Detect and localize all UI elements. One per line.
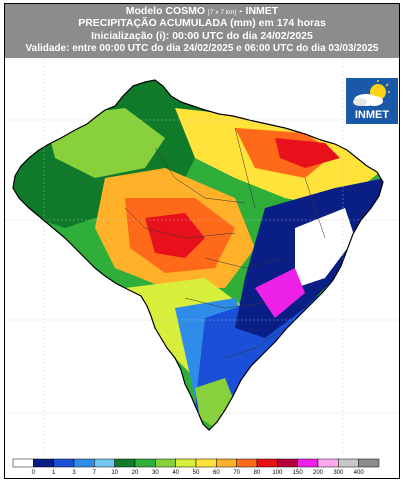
legend-label: 7 bbox=[92, 470, 96, 476]
model-title: Modelo COSMO [7 x 7 km] - INMET bbox=[5, 5, 399, 17]
legend-label: 1 bbox=[51, 470, 56, 476]
legend-swatch bbox=[53, 458, 75, 468]
inmet-logo: INMET bbox=[346, 78, 398, 124]
legend-swatch bbox=[216, 458, 237, 468]
legend-label: 0 bbox=[31, 470, 35, 476]
legend-label: 3 bbox=[72, 470, 76, 476]
legend-label: 30 bbox=[151, 470, 159, 476]
legend-swatch bbox=[175, 458, 197, 468]
legend-swatch bbox=[317, 458, 339, 468]
legend-label: 300 bbox=[333, 470, 344, 476]
state-borders bbox=[124, 127, 326, 359]
legend-label: 20 bbox=[131, 470, 139, 476]
legend-bar bbox=[12, 458, 380, 468]
model-agency: - INMET bbox=[239, 5, 279, 17]
legend-label: 50 bbox=[192, 470, 200, 476]
sun-cloud-icon bbox=[353, 80, 390, 106]
legend-swatch bbox=[73, 458, 95, 468]
legend-label: 60 bbox=[212, 470, 220, 476]
graticule bbox=[5, 58, 399, 454]
legend-swatch bbox=[94, 458, 115, 468]
map-svg bbox=[5, 58, 399, 454]
legend-swatch bbox=[338, 458, 359, 468]
legend-label: 200 bbox=[312, 470, 324, 476]
legend-swatch bbox=[277, 458, 298, 468]
map-header: Modelo COSMO [7 x 7 km] - INMET PRECIPIT… bbox=[5, 4, 399, 58]
legend-swatch bbox=[155, 458, 176, 468]
validity-period: Validade: entre 00:00 UTC do dia 24/02/2… bbox=[25, 43, 379, 54]
legend-swatch bbox=[33, 458, 54, 468]
legend-label: 100 bbox=[272, 470, 283, 476]
legend-label: 80 bbox=[253, 470, 261, 476]
brazil-border bbox=[12, 79, 384, 431]
legend-label: 400 bbox=[353, 470, 364, 476]
legend-swatch bbox=[297, 458, 319, 468]
logo-label: INMET bbox=[354, 109, 390, 121]
legend-label: 40 bbox=[172, 470, 179, 476]
legend-swatch bbox=[236, 458, 258, 468]
legend-label: 150 bbox=[292, 470, 303, 476]
legend-swatch bbox=[12, 458, 34, 468]
legend-label: 10 bbox=[111, 470, 118, 476]
model-name: Modelo COSMO bbox=[125, 5, 206, 17]
legend-swatch bbox=[195, 458, 217, 468]
model-resolution: [7 x 7 km] bbox=[208, 9, 237, 16]
legend-swatch bbox=[358, 458, 380, 468]
legend-swatch bbox=[134, 458, 156, 468]
precipitation-map bbox=[5, 58, 399, 454]
legend-swatch bbox=[114, 458, 136, 468]
init-time: Inicialização (i): 00:00 UTC do dia 24/0… bbox=[91, 30, 313, 42]
legend-swatch bbox=[256, 458, 278, 468]
product-title: PRECIPITAÇÃO ACUMULADA (mm) em 174 horas bbox=[78, 17, 326, 29]
precip-fields bbox=[13, 80, 383, 430]
legend-label: 70 bbox=[233, 470, 240, 476]
